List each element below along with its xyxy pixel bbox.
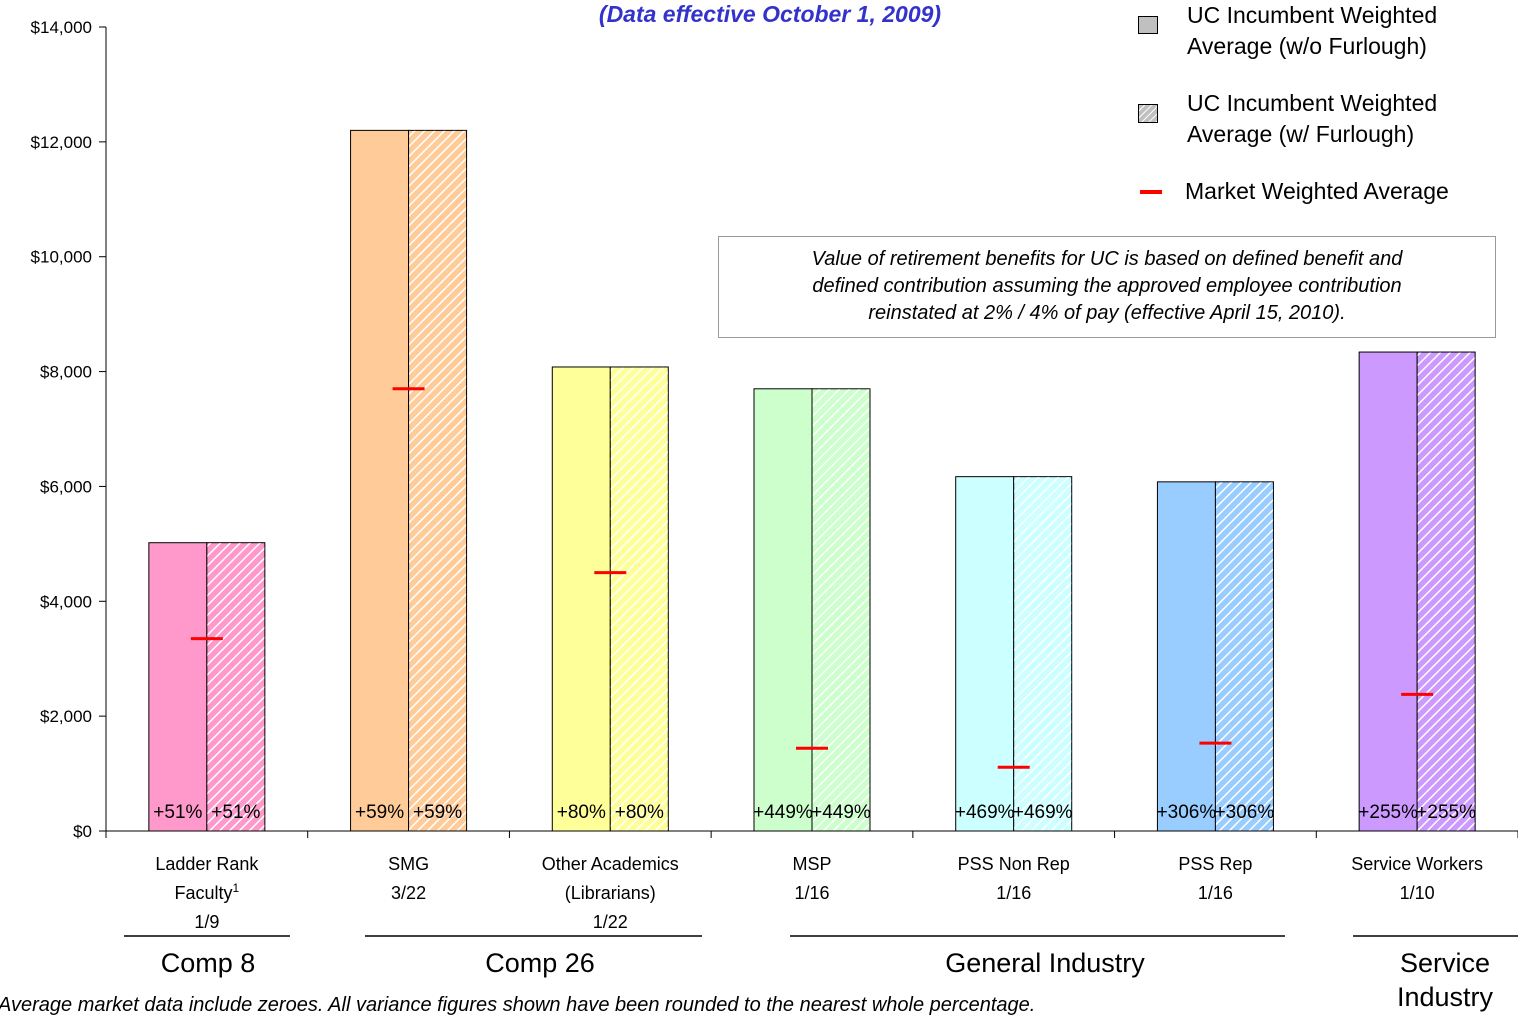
legend-swatch-furlough <box>1138 104 1158 123</box>
y-tick-label: $12,000 <box>31 133 92 152</box>
variance-label-no-furlough: +469% <box>955 802 1015 823</box>
y-tick-label: $0 <box>73 822 92 841</box>
y-tick-label: $2,000 <box>40 707 92 726</box>
category-label-line1: MSP <box>792 854 831 874</box>
legend-label-furlough-line2: Average (w/ Furlough) <box>1187 121 1415 147</box>
y-tick-label: $14,000 <box>31 18 92 37</box>
category-label-line1: SMG <box>388 854 429 874</box>
y-tick-label: $6,000 <box>40 477 92 496</box>
category-label-line2: 1/10 <box>1400 883 1435 903</box>
group-label: General Industry <box>945 948 1145 978</box>
x-axis: Ladder Rank Faculty1 1/9 SMG 3/22 Other Acade… <box>105 830 1518 932</box>
group-label-line2: Industry <box>1397 982 1494 1012</box>
variance-label-furlough: +255% <box>1416 802 1476 823</box>
retirement-note-line3: reinstated at 2% / 4% of pay (effective … <box>868 302 1346 324</box>
footnote: Average market data include zeroes. All … <box>0 994 1036 1016</box>
category-label-superscript: 1 <box>233 881 240 895</box>
variance-label-furlough: +469% <box>1013 802 1073 823</box>
y-tick-label: $8,000 <box>40 363 92 382</box>
category-label-line2: (Librarians) <box>565 883 656 903</box>
category-label-line3: 1/22 <box>593 912 628 932</box>
category-label-line2: 1/16 <box>1198 883 1233 903</box>
retirement-note: Value of retirement benefits for UC is b… <box>718 236 1496 338</box>
y-tick-label: $10,000 <box>31 248 92 267</box>
bar-no-furlough <box>955 476 1015 832</box>
legend-item-furlough: UC Incumbent Weighted Average (w/ Furlou… <box>1187 88 1437 150</box>
category-label-line2: Faculty1 <box>174 881 239 903</box>
bar-no-furlough <box>753 388 813 832</box>
legend-swatch-market <box>1140 190 1162 194</box>
bar-furlough-hatch <box>1417 352 1475 831</box>
bars <box>148 129 1476 832</box>
variance-label-no-furlough: +449% <box>753 802 813 823</box>
chart-subtitle: (Data effective October 1, 2009) <box>599 1 941 27</box>
bar-no-furlough <box>148 542 208 832</box>
group-label: Comp 8 <box>161 948 256 978</box>
category-label-line2: 1/16 <box>996 883 1031 903</box>
variance-label-no-furlough: +80% <box>557 802 606 823</box>
legend-item-no-furlough: UC Incumbent Weighted Average (w/o Furlo… <box>1187 0 1437 62</box>
category-label-line1: PSS Non Rep <box>958 854 1070 874</box>
category-label-line2: 1/16 <box>794 883 829 903</box>
variance-label-furlough: +80% <box>615 802 664 823</box>
category-label-line1: Service Workers <box>1351 854 1483 874</box>
bar-furlough-hatch <box>610 367 668 831</box>
retirement-note-line1: Value of retirement benefits for UC is b… <box>811 248 1403 270</box>
variance-label-furlough: +306% <box>1215 802 1275 823</box>
category-label-line1: PSS Rep <box>1178 854 1252 874</box>
category-groups: Comp 8 Comp 26 General Industry Service Indu… <box>124 935 1518 1012</box>
variance-label-furlough: +51% <box>211 802 260 823</box>
variance-label-no-furlough: +255% <box>1358 802 1418 823</box>
bar-no-furlough <box>551 366 611 832</box>
bar-furlough-hatch <box>812 389 870 831</box>
category-label-line1: Ladder Rank <box>155 854 259 874</box>
category-label-line2: 3/22 <box>391 883 426 903</box>
legend-label-market: Market Weighted Average <box>1185 178 1449 204</box>
bar-furlough-hatch <box>1014 477 1072 831</box>
retirement-note-line2: defined contribution assuming the approv… <box>812 275 1402 297</box>
legend-label-furlough-line1: UC Incumbent Weighted <box>1187 90 1438 116</box>
variance-label-no-furlough: +59% <box>355 802 404 823</box>
legend-item-market: Market Weighted Average <box>1185 176 1449 207</box>
category-label-line1: Other Academics <box>542 854 679 874</box>
bar-furlough-hatch <box>1215 482 1273 831</box>
bar-furlough-hatch <box>409 130 467 831</box>
legend-swatch-no-furlough <box>1138 16 1158 34</box>
bar-furlough-hatch <box>207 543 265 831</box>
variance-label-no-furlough: +51% <box>153 802 202 823</box>
group-label: Service <box>1400 948 1490 978</box>
y-axis: $0 $2,000 $4,000 $6,000 $8,000 $10,000 $12,000… <box>31 18 107 841</box>
category-label-line3: 1/9 <box>194 912 219 932</box>
bar-no-furlough <box>350 129 410 832</box>
bar-no-furlough <box>1358 351 1418 832</box>
market-markers <box>190 387 1434 769</box>
legend-label-no-furlough-line1: UC Incumbent Weighted <box>1187 2 1438 28</box>
legend-label-no-furlough-line2: Average (w/o Furlough) <box>1187 33 1427 59</box>
y-tick-label: $4,000 <box>40 592 92 611</box>
variance-labels: +51% +51% +59% +59% +80% +80% +449%+449% +469%+… <box>153 802 1476 823</box>
variance-label-furlough: +59% <box>413 802 462 823</box>
group-label: Comp 26 <box>485 948 595 978</box>
variance-label-furlough: +449% <box>811 802 871 823</box>
variance-label-no-furlough: +306% <box>1157 802 1217 823</box>
bar-no-furlough <box>1156 481 1216 832</box>
